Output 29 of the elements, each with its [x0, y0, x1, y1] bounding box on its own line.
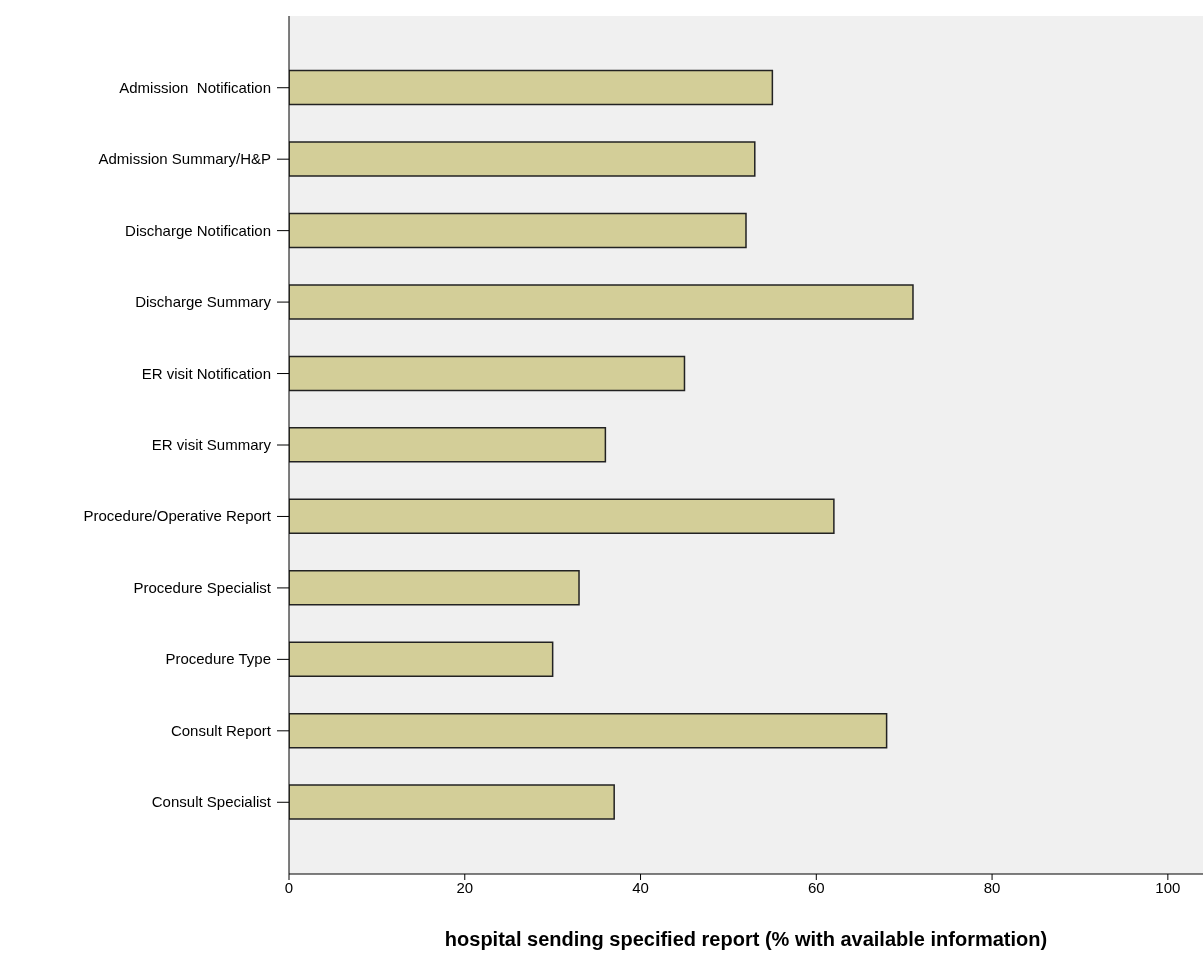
bar — [289, 69, 774, 106]
y-tick-label: Admission Summary/H&P — [98, 150, 271, 168]
y-tick-label: Procedure Specialist — [133, 578, 272, 596]
bar — [289, 784, 615, 820]
x-axis-title: hospital sending specified report (% with available information) — [444, 928, 1048, 950]
x-tick-label: 100 — [1155, 878, 1181, 896]
bar — [289, 712, 888, 749]
bar — [289, 355, 686, 392]
x-tick-label: 40 — [632, 878, 649, 896]
bar — [289, 141, 756, 177]
y-tick-label: Procedure/Operative Report — [83, 507, 272, 525]
bar — [289, 284, 914, 320]
bar — [289, 641, 554, 677]
y-tick-label: Consult Report — [170, 721, 272, 739]
x-tick-label: 60 — [807, 878, 825, 896]
x-tick-label: 20 — [456, 878, 474, 896]
y-tick-label: Procedure Type — [165, 650, 271, 668]
y-tick-label: Consult Specialist — [151, 793, 272, 811]
bar — [289, 498, 835, 535]
y-tick-label: Discharge Summary — [135, 293, 272, 311]
bar — [289, 427, 607, 463]
y-tick-label: ER visit Summary — [151, 436, 272, 453]
y-tick-label: Admission Notification — [119, 78, 271, 96]
bar — [289, 570, 580, 606]
x-tick-label: 80 — [983, 878, 1001, 896]
bar — [289, 212, 747, 249]
y-tick-label: ER visit Notification — [141, 364, 271, 382]
x-tick-label: 0 — [284, 878, 294, 896]
y-tick-label: Discharge Notification — [125, 221, 271, 239]
